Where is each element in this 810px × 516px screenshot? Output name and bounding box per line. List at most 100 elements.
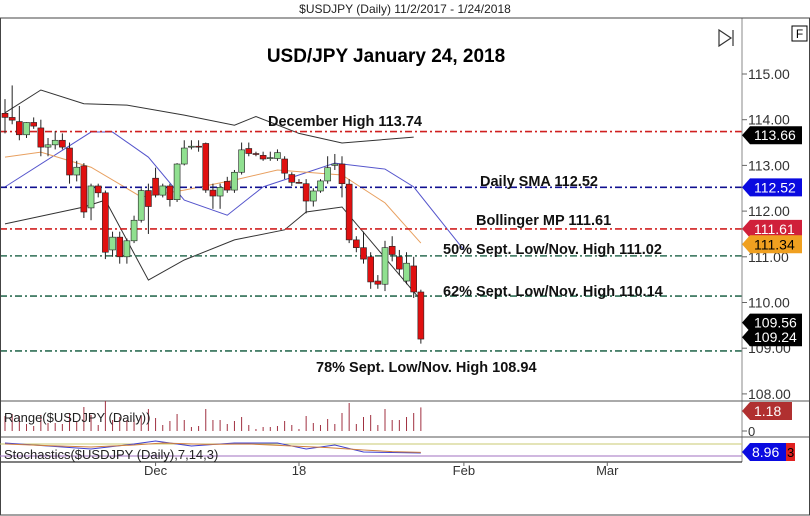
price-tag-shape <box>742 126 802 145</box>
x-tick-label: Mar <box>596 463 619 478</box>
candle <box>73 160 80 182</box>
candle-body <box>44 144 52 148</box>
candle <box>195 140 202 152</box>
level-label: 50% Sept. Low/Nov. High 111.02 <box>443 242 662 258</box>
candle <box>367 252 374 289</box>
stochastics-panel-label: Stochastics($USDJPY (Daily),7,14,3) <box>4 447 218 462</box>
candle-body <box>30 122 37 127</box>
candle-body <box>94 185 102 194</box>
candle-body <box>16 121 23 136</box>
candle <box>231 169 238 193</box>
candle <box>374 275 382 289</box>
candle <box>188 140 195 150</box>
candle <box>202 142 210 193</box>
candle-body <box>252 153 260 155</box>
candle <box>209 183 217 209</box>
candle <box>80 163 88 218</box>
candle <box>145 183 152 234</box>
candle <box>180 140 188 166</box>
candle <box>16 105 23 141</box>
candle <box>259 151 267 161</box>
svg-text:F: F <box>796 27 803 41</box>
level-label: 62% Sept. Low/Nov. High 110.14 <box>443 284 663 300</box>
price-tag-shape <box>742 328 802 347</box>
candle <box>87 183 95 221</box>
bollinger-upper-line <box>4 89 414 144</box>
candle-body <box>202 143 210 191</box>
candle <box>1 99 9 134</box>
candle <box>295 179 303 184</box>
candle-body <box>180 147 188 165</box>
level-label: Bollinger MP 111.61 <box>476 213 611 229</box>
candle <box>159 183 167 198</box>
candle-body <box>388 245 396 255</box>
stoch-k-line <box>4 440 421 454</box>
candle <box>109 231 116 257</box>
candle <box>345 179 353 244</box>
range-tag: 1.18 <box>742 402 792 420</box>
price-tag-shape <box>742 178 802 197</box>
candle-body <box>417 291 425 340</box>
stoch-tag2-text: 3 <box>787 445 794 460</box>
price-tag: 109.56 <box>742 313 802 332</box>
candle <box>403 252 410 285</box>
price-tag-text: 109.24 <box>754 329 797 345</box>
bollinger-lower-line <box>4 199 422 301</box>
skip-to-end-icon[interactable] <box>718 28 734 48</box>
stoch-tag-text: 8.96 <box>752 444 779 460</box>
candle-body <box>374 280 382 285</box>
candle-body <box>116 236 124 258</box>
candle-body <box>245 148 253 154</box>
candle <box>94 183 102 198</box>
candle-body <box>23 122 30 136</box>
candle <box>8 85 16 125</box>
x-tick-label: 18 <box>292 463 306 478</box>
price-tag-shape <box>742 313 802 332</box>
candle <box>130 215 138 244</box>
candle-body <box>145 190 152 207</box>
candle-body <box>353 239 360 248</box>
candle-body <box>367 256 374 283</box>
candle-body <box>259 155 267 160</box>
window-title: $USDJPY (Daily) 11/2/2017 - 1/24/2018 <box>299 2 511 16</box>
price-tag-shape <box>742 219 802 238</box>
candle-body <box>209 189 217 197</box>
price-tag-text: 111.61 <box>754 221 795 237</box>
y-tick-label: 110.00 <box>748 295 790 311</box>
candle-body <box>317 180 324 192</box>
candle-body <box>238 149 245 173</box>
candle-body <box>345 183 353 241</box>
candle-body <box>137 190 145 221</box>
candle-body <box>410 265 417 293</box>
candle <box>360 231 367 264</box>
candle-body <box>274 152 281 159</box>
candle <box>302 179 310 214</box>
x-tick-label: Feb <box>453 463 475 478</box>
candle-body <box>59 139 66 148</box>
candle <box>59 133 66 150</box>
level-label: Daily SMA 112.52 <box>480 174 598 190</box>
range-tag-text: 1.18 <box>754 403 781 419</box>
candle-body <box>66 147 73 176</box>
stoch-d-line <box>4 442 421 453</box>
candle-body <box>166 185 174 200</box>
candle-body <box>159 185 167 196</box>
candle <box>331 153 339 170</box>
candle-body <box>73 166 80 176</box>
price-tag: 111.61 <box>742 219 802 238</box>
candle-body <box>331 163 339 166</box>
candle <box>51 131 59 150</box>
price-tag: 109.24 <box>742 328 802 347</box>
price-tag-text: 113.66 <box>754 127 796 143</box>
candle-body <box>403 262 410 282</box>
candle <box>44 137 52 157</box>
price-tag: 111.34 <box>742 235 802 254</box>
candle-body <box>216 187 224 197</box>
f-button[interactable]: F <box>791 25 808 42</box>
moving-average-line <box>4 151 422 244</box>
candle-body <box>396 256 403 270</box>
x-tick-label: Dec <box>144 463 168 478</box>
candle <box>396 249 403 276</box>
